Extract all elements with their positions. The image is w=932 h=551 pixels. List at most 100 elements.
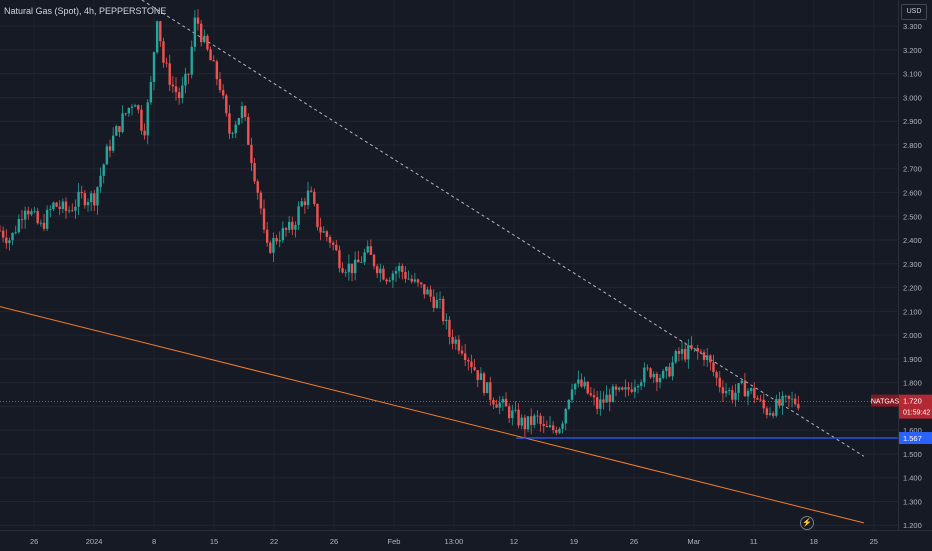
- candle-body: [580, 379, 583, 387]
- candle-body: [130, 106, 134, 108]
- candle-body: [287, 221, 291, 230]
- candle-body: [152, 52, 156, 82]
- candle-body: [256, 181, 259, 193]
- candle-body: [284, 228, 288, 230]
- candle-body: [215, 61, 219, 80]
- candle-body: [573, 383, 577, 390]
- candle-body: [218, 79, 222, 91]
- candle-body: [608, 394, 611, 403]
- candle-body: [599, 399, 602, 409]
- candle-body: [570, 389, 574, 400]
- candle-body: [338, 250, 341, 269]
- candle-body: [611, 386, 615, 403]
- candle-body: [696, 348, 699, 352]
- candle-body: [300, 201, 303, 207]
- candle-body: [234, 124, 237, 134]
- candle-body: [27, 210, 30, 215]
- candle-body: [17, 218, 21, 233]
- candle-body: [366, 246, 369, 253]
- candle-body: [479, 373, 483, 381]
- candle-body: [67, 210, 71, 212]
- candle-body: [429, 289, 432, 297]
- candle-body: [567, 399, 571, 409]
- candle-body: [281, 228, 285, 241]
- candle-body: [8, 240, 11, 244]
- candle-body: [193, 17, 197, 47]
- candle-body: [174, 86, 178, 93]
- candle-body: [501, 398, 505, 403]
- candle-body: [39, 222, 43, 224]
- candle-body: [595, 397, 599, 409]
- candle-body: [247, 116, 250, 145]
- candle-body: [382, 268, 385, 280]
- candle-body: [753, 388, 756, 399]
- candle-body: [309, 190, 313, 192]
- candle-body: [99, 175, 102, 188]
- candle-body: [240, 106, 244, 119]
- candle-body: [778, 398, 781, 406]
- candle-body: [388, 280, 391, 282]
- candle-body: [775, 398, 778, 416]
- candle-body: [756, 398, 759, 400]
- candle-body: [489, 382, 492, 400]
- candle-body: [702, 352, 706, 360]
- candle-body: [269, 242, 272, 253]
- candle-body: [397, 265, 401, 272]
- candle-body: [165, 62, 168, 64]
- candle-body: [401, 265, 404, 273]
- candle-body: [325, 231, 329, 238]
- candle-body: [372, 254, 376, 267]
- candle-body: [162, 41, 165, 63]
- candle-body: [350, 263, 354, 274]
- candle-body: [413, 279, 417, 282]
- candle-body: [347, 263, 351, 273]
- candle-body: [624, 387, 627, 390]
- candle-body: [652, 373, 655, 378]
- chart-title: Natural Gas (Spot), 4h, PEPPERSTONE: [4, 6, 167, 16]
- candle-body: [64, 201, 68, 211]
- candle-body: [432, 296, 435, 308]
- candle-body: [181, 85, 184, 99]
- candle-body: [533, 415, 536, 425]
- candle-body: [71, 210, 74, 212]
- candle-body: [306, 190, 310, 206]
- candle-body: [630, 389, 633, 392]
- candle-body: [661, 370, 665, 378]
- currency-button[interactable]: USD: [901, 4, 927, 20]
- candle-body: [55, 202, 58, 207]
- candles: [0, 9, 800, 439]
- candle-body: [605, 394, 608, 403]
- candle-body: [36, 210, 39, 224]
- candle-body: [542, 424, 545, 427]
- candle-body: [357, 259, 360, 263]
- candle-body: [617, 387, 621, 390]
- candle-body: [705, 355, 709, 360]
- candle-body: [529, 416, 533, 425]
- candle-body: [42, 222, 46, 229]
- lightning-icon[interactable]: ⚡: [800, 516, 814, 530]
- candle-body: [363, 252, 366, 263]
- candle-body: [658, 377, 662, 383]
- candle-body: [184, 73, 187, 86]
- candle-body: [740, 380, 743, 384]
- candle-body: [451, 336, 454, 344]
- candle-body: [262, 208, 266, 230]
- candle-body: [404, 272, 407, 279]
- price-scale[interactable]: [898, 0, 932, 530]
- lower-trendline: [0, 306, 864, 524]
- candle-body: [731, 390, 734, 400]
- candle-body: [561, 423, 564, 429]
- candle-body: [539, 415, 542, 425]
- candle-body: [589, 393, 593, 396]
- candle-body: [746, 390, 750, 397]
- candle-body: [187, 73, 190, 75]
- candle-body: [643, 367, 646, 383]
- candle-body: [674, 351, 677, 363]
- candle-body: [551, 425, 555, 430]
- time-scale[interactable]: [0, 530, 932, 551]
- candle-body: [577, 379, 580, 384]
- candle-body: [52, 202, 55, 210]
- candle-body: [385, 279, 388, 282]
- candle-body: [482, 373, 486, 394]
